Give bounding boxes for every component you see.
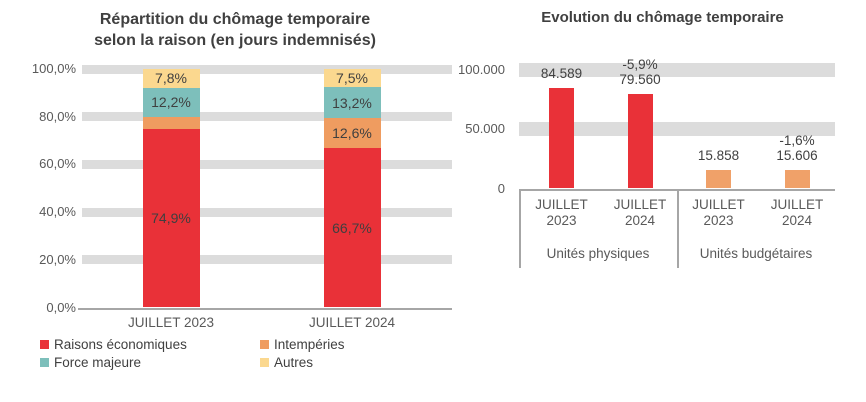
left-x-category-label: JUILLET 2023: [127, 314, 215, 330]
legend-item-intemp-ries: Intempéries: [260, 337, 345, 352]
left-x-category-label: JUILLET 2024: [308, 314, 396, 330]
right-gridline: [519, 122, 835, 137]
axis-divider: [677, 188, 679, 268]
value-label: 79.560: [619, 72, 661, 88]
delta-label: -5,9%: [622, 57, 658, 73]
right-x-category-label: JUILLET 2024: [770, 197, 824, 228]
right-gridline: [519, 63, 835, 77]
left-chart-title-line-2: selon la raison (en jours indemnisés): [94, 32, 376, 49]
legend-label: Intempéries: [274, 337, 345, 352]
bar-segment-force-majeure: [323, 86, 381, 119]
segment-label: 7,8%: [155, 70, 187, 87]
legend-label: Autres: [274, 355, 314, 370]
bar-segment-raisons-conomiques: [323, 148, 381, 308]
group-label-physical-units: Unités physiques: [546, 246, 650, 261]
left-x-axis-line: [78, 307, 452, 310]
left-chart-title: Répartition du chômage temporaire selon …: [40, 9, 430, 51]
value-label: 15.606: [776, 148, 818, 163]
segment-label: 12,2%: [151, 94, 191, 111]
bar-segment-raisons-conomiques: [142, 128, 200, 308]
right-x-category-label: JUILLET 2023: [692, 197, 745, 228]
right-y-tick-label: 0: [497, 180, 505, 196]
left-y-tick-label: 100,0%: [31, 61, 76, 76]
left-gridline: [82, 64, 452, 74]
legend-label: Force majeure: [54, 355, 142, 370]
left-gridline: [82, 159, 452, 169]
bar-segment-intemp-ries: [323, 118, 381, 149]
right-x-category-label: JUILLET 2023: [535, 197, 588, 228]
right-y-tick-label: 50.000: [465, 121, 505, 137]
segment-label: 7,5%: [336, 69, 368, 86]
left-y-tick-label: 80,0%: [39, 108, 76, 124]
group-label-budgetary-units: Unités budgétaires: [699, 246, 813, 261]
value-label: 84.589: [540, 66, 583, 82]
segment-label: 13,2%: [332, 94, 372, 111]
legend-swatch: [260, 340, 269, 349]
left-gridline: [82, 207, 452, 217]
left-chart-title-line-1: Répartition du chômage temporaire: [99, 11, 371, 28]
bar-segment-autres: [142, 69, 200, 88]
legend-item-autres: Autres: [260, 355, 313, 370]
legend-swatch: [260, 358, 269, 367]
legend-label: Raisons économiques: [54, 337, 187, 352]
value-bar-budgetary-2: [784, 170, 810, 189]
left-gridline: [82, 112, 452, 122]
legend-item-force-majeure: Force majeure: [40, 355, 141, 370]
segment-label: 74,9%: [151, 210, 191, 227]
left-y-tick-label: 0,0%: [46, 299, 76, 315]
bar-segment-intemp-ries: [142, 116, 200, 129]
legend-swatch: [40, 340, 49, 349]
value-bar-budgetary-1: [706, 169, 731, 189]
bar-segment-autres: [323, 69, 381, 87]
segment-label: 12,6%: [332, 125, 372, 142]
left-y-tick-label: 40,0%: [39, 204, 76, 220]
delta-label: -1,6%: [779, 133, 815, 148]
left-y-tick-label: 60,0%: [39, 156, 76, 172]
value-bar-physical-2: [627, 94, 653, 189]
right-x-category-label: JUILLET 2024: [613, 197, 667, 228]
legend-item-raisons-conomiques: Raisons économiques: [40, 337, 187, 352]
right-y-tick-label: 100.000: [458, 62, 505, 77]
left-gridline: [82, 255, 452, 265]
value-bar-physical-1: [549, 88, 574, 189]
bar-segment-force-majeure: [142, 87, 200, 117]
axis-divider: [519, 188, 521, 268]
segment-label: 66,7%: [332, 219, 372, 236]
right-chart-title: Evolution du chômage temporaire: [541, 9, 784, 26]
legend-swatch: [40, 358, 49, 367]
left-y-tick-label: 20,0%: [39, 251, 76, 267]
value-label: 15.858: [697, 147, 740, 163]
